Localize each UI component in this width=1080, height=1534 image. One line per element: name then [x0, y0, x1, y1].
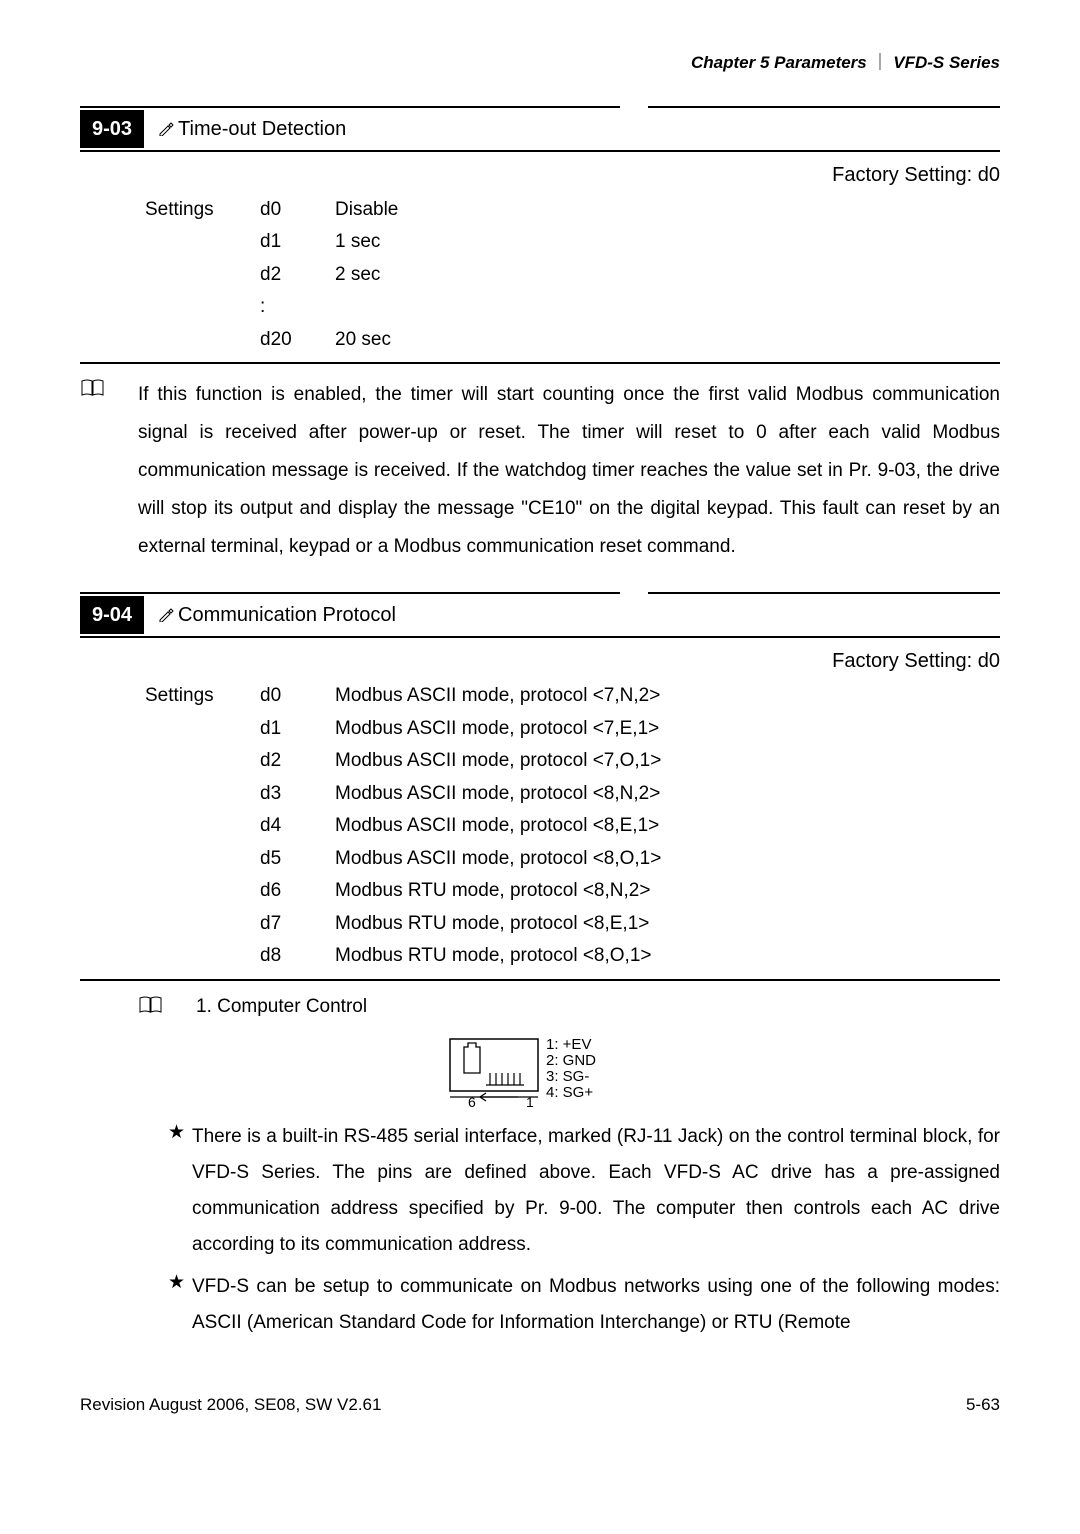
setting-desc: 2 sec [335, 261, 1000, 290]
star-icon: ★ [168, 1119, 186, 1263]
book-icon [80, 376, 108, 566]
parameter-number: 9-04 [80, 596, 144, 634]
pin-1-label: 1: +EV [546, 1036, 591, 1053]
parameter-title: Time-out Detection [178, 114, 346, 144]
footer-page-number: 5-63 [966, 1392, 1000, 1418]
setting-desc: Modbus ASCII mode, protocol <7,E,1> [335, 715, 1000, 744]
setting-desc: Modbus ASCII mode, protocol <8,N,2> [335, 780, 1000, 809]
setting-code: d7 [260, 910, 335, 939]
setting-desc: 1 sec [335, 228, 1000, 257]
settings-table-903: Settingsd0Disable d11 sec d22 sec : d202… [145, 196, 1000, 355]
setting-code: d0 [260, 196, 335, 225]
setting-code: d1 [260, 715, 335, 744]
setting-code: d6 [260, 877, 335, 906]
setting-code: d3 [260, 780, 335, 809]
parameter-number: 9-03 [80, 110, 144, 148]
header-chapter: Chapter 5 Parameters [691, 53, 867, 72]
note-903: If this function is enabled, the timer w… [80, 376, 1000, 566]
note-text: If this function is enabled, the timer w… [138, 376, 1000, 566]
pin-3-label: 3: SG- [546, 1068, 589, 1085]
pin-2-label: 2: GND [546, 1052, 596, 1069]
rule-bottom [80, 979, 1000, 981]
setting-code: d5 [260, 845, 335, 874]
settings-table-904: Settingsd0Modbus ASCII mode, protocol <7… [145, 682, 1000, 971]
star-paragraph-2: ★ VFD-S can be setup to communicate on M… [168, 1269, 1000, 1341]
header-series: VFD-S Series [893, 53, 1000, 72]
settings-label: Settings [145, 196, 260, 225]
rule-top [80, 592, 1000, 594]
setting-code: d2 [260, 261, 335, 290]
setting-desc: Disable [335, 196, 1000, 225]
parameter-title: Communication Protocol [178, 600, 396, 630]
setting-desc: 20 sec [335, 326, 1000, 355]
parameter-9-04: 9-04 Communication Protocol Factory Sett… [80, 592, 1000, 981]
book-icon [138, 993, 166, 1022]
computer-control-label: 1. Computer Control [196, 993, 367, 1022]
computer-control-heading: 1. Computer Control [138, 993, 1000, 1022]
page-footer: Revision August 2006, SE08, SW V2.61 5-6… [80, 1392, 1000, 1418]
setting-desc: Modbus ASCII mode, protocol <8,E,1> [335, 812, 1000, 841]
rule-top [80, 106, 1000, 108]
settings-label: Settings [145, 682, 260, 711]
rj11-connector-diagram: 6 1 1: +EV 2: GND 3: SG- 4: SG+ [80, 1035, 1000, 1109]
setting-desc: Modbus RTU mode, protocol <8,E,1> [335, 910, 1000, 939]
header-separator: ｜ [872, 53, 889, 72]
edit-icon [158, 608, 174, 622]
footer-revision: Revision August 2006, SE08, SW V2.61 [80, 1392, 381, 1418]
pin-right-num: 1 [526, 1094, 534, 1109]
pin-left-num: 6 [468, 1094, 476, 1109]
rule-under-title [80, 636, 1000, 638]
edit-icon [158, 122, 174, 136]
factory-setting: Factory Setting: d0 [80, 160, 1000, 190]
star-icon: ★ [168, 1269, 186, 1341]
rule-bottom [80, 362, 1000, 364]
setting-desc: Modbus ASCII mode, protocol <7,O,1> [335, 747, 1000, 776]
setting-code: d0 [260, 682, 335, 711]
setting-desc: Modbus ASCII mode, protocol <7,N,2> [335, 682, 1000, 711]
setting-desc [335, 293, 1000, 322]
setting-code: d20 [260, 326, 335, 355]
pin-4-label: 4: SG+ [546, 1084, 593, 1101]
setting-code: : [260, 293, 335, 322]
setting-desc: Modbus RTU mode, protocol <8,N,2> [335, 877, 1000, 906]
setting-code: d4 [260, 812, 335, 841]
star-text: There is a built-in RS-485 serial interf… [192, 1119, 1000, 1263]
star-paragraph-1: ★ There is a built-in RS-485 serial inte… [168, 1119, 1000, 1263]
page-header: Chapter 5 Parameters ｜ VFD-S Series [80, 50, 1000, 76]
setting-desc: Modbus ASCII mode, protocol <8,O,1> [335, 845, 1000, 874]
setting-code: d2 [260, 747, 335, 776]
parameter-9-03: 9-03 Time-out Detection Factory Setting:… [80, 106, 1000, 365]
factory-setting: Factory Setting: d0 [80, 646, 1000, 676]
setting-code: d1 [260, 228, 335, 257]
rule-under-title [80, 150, 1000, 152]
star-text: VFD-S can be setup to communicate on Mod… [192, 1269, 1000, 1341]
parameter-title-row: 9-04 Communication Protocol [80, 596, 1000, 634]
setting-desc: Modbus RTU mode, protocol <8,O,1> [335, 942, 1000, 971]
parameter-title-row: 9-03 Time-out Detection [80, 110, 1000, 148]
setting-code: d8 [260, 942, 335, 971]
